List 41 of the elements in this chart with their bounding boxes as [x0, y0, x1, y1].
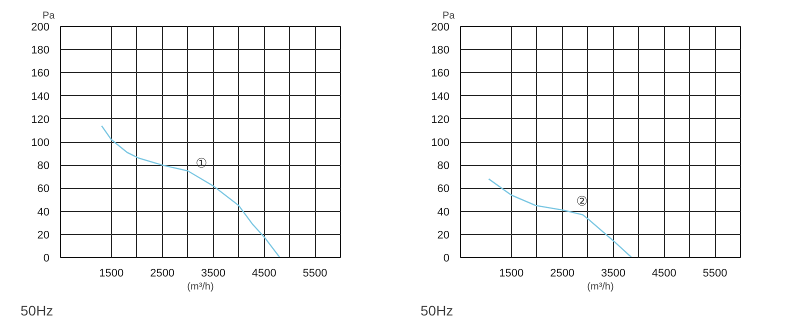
y-tick-label: 200	[31, 22, 50, 34]
x-axis-title: (m³/h)	[587, 282, 614, 292]
x-tick-label: 3500	[600, 268, 626, 280]
y-tick-label: 140	[31, 90, 50, 103]
x-tick-label: 1500	[499, 268, 524, 280]
y-tick-label: 160	[431, 68, 450, 80]
text: 50Hz	[420, 302, 454, 318]
y-tick-label: 180	[431, 44, 450, 57]
y-tick-label: 0	[443, 252, 450, 264]
x-axis-title: (m³/h)	[187, 282, 214, 292]
line-series	[488, 178, 632, 258]
annotation: ②	[576, 194, 588, 210]
x-tick-label: 5500	[702, 268, 728, 280]
y-tick-label: 40	[437, 206, 450, 218]
y-tick-label: 40	[37, 206, 50, 218]
x-tick-label: 1500	[99, 268, 124, 280]
y-tick-label: 0	[43, 252, 50, 264]
y-tick-label: 200	[431, 22, 450, 34]
x-tick-label: 2500	[150, 268, 175, 280]
y-tick-label: 120	[31, 114, 50, 126]
x-tick-label: 4500	[652, 268, 676, 280]
y-tick-label: 60	[37, 183, 50, 196]
y-tick-label: 20	[437, 229, 450, 242]
y-tick-label: 80	[37, 160, 50, 172]
x-tick-label: 3500	[200, 268, 226, 280]
x-tick-label: 5500	[302, 268, 328, 280]
x-tick-label: 2500	[550, 268, 575, 280]
y-axis-title: Pa	[42, 10, 56, 22]
y-tick-label: 140	[431, 90, 450, 103]
y-tick-label: 100	[31, 137, 50, 149]
text: 50Hz	[20, 302, 54, 318]
y-tick-label: 160	[31, 68, 50, 80]
x-tick-label: 4500	[252, 268, 276, 280]
y-tick-label: 80	[437, 160, 450, 172]
y-tick-label: 20	[37, 229, 50, 242]
line-series	[100, 125, 280, 258]
y-axis-title: Pa	[442, 10, 456, 22]
y-tick-label: 100	[431, 137, 450, 149]
y-tick-label: 120	[431, 114, 450, 126]
y-tick-label: 180	[31, 44, 50, 57]
y-tick-label: 60	[437, 183, 450, 196]
